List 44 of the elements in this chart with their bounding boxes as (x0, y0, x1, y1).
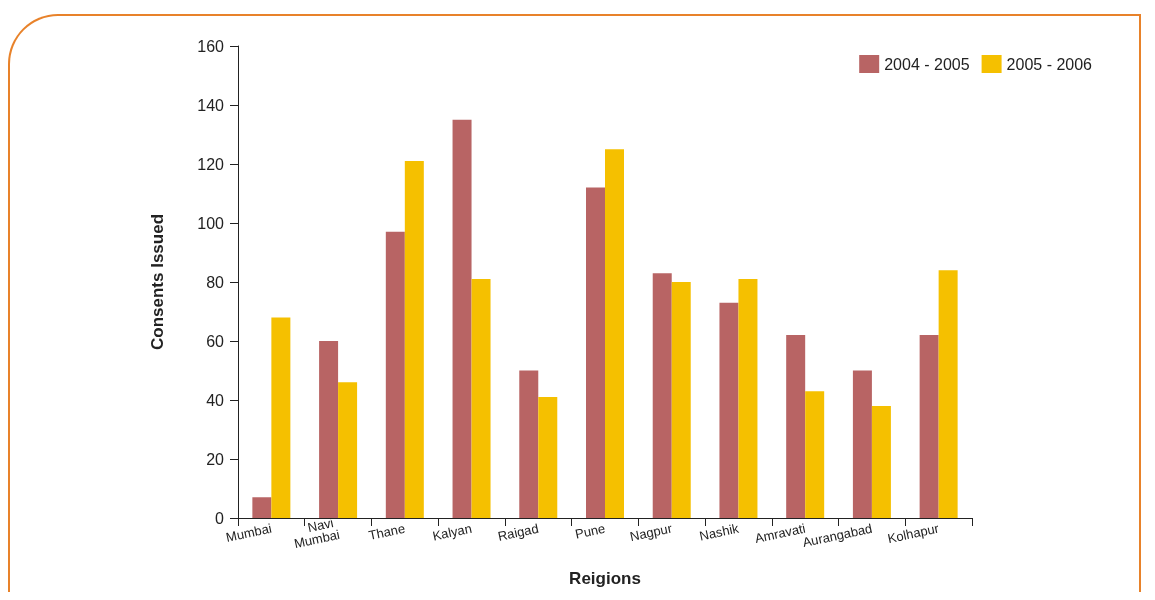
bar (538, 397, 558, 518)
bar (852, 370, 872, 518)
legend-label: 2005 - 2006 (1006, 55, 1093, 73)
bar (385, 231, 405, 518)
y-tick-label: 40 (206, 391, 225, 409)
bar (404, 161, 424, 518)
y-tick-label: 100 (197, 214, 225, 232)
bar (271, 317, 291, 518)
y-axis-title: Consents Issued (148, 213, 167, 351)
bar (919, 335, 939, 518)
x-tick-label: Thane (367, 520, 407, 543)
bar (652, 273, 672, 518)
bar (805, 391, 825, 518)
bar (519, 370, 539, 518)
x-axis-title: Reigions (569, 569, 641, 588)
bar (605, 149, 624, 518)
x-tick-label: Kolhapur (886, 520, 941, 547)
bar (871, 405, 891, 518)
bar (719, 302, 739, 518)
bar (252, 497, 272, 518)
x-tick-label: Nashik (698, 520, 741, 544)
y-tick-label: 80 (206, 273, 225, 291)
legend-label: 2004 - 2005 (884, 55, 970, 73)
bar (471, 279, 491, 518)
bar (319, 341, 339, 518)
y-tick-label: 120 (197, 155, 225, 173)
y-tick-label: 140 (197, 96, 225, 114)
bar (786, 335, 806, 518)
bar (738, 279, 758, 518)
x-tick-label: Raigad (496, 520, 540, 544)
x-tick-label: Nagpur (628, 520, 674, 545)
x-tick-label: Mumbai (224, 520, 274, 545)
y-tick-label: 60 (206, 332, 225, 350)
bar (586, 187, 605, 518)
y-tick-label: 20 (206, 450, 225, 468)
y-tick-label: 160 (197, 37, 225, 55)
x-tick-label: Navi Mumbai (292, 514, 342, 552)
bar (338, 382, 358, 518)
bar (452, 119, 472, 518)
x-tick-label: Kalyan (431, 520, 474, 544)
bar (671, 282, 691, 518)
x-tick-label: Pune (573, 520, 607, 542)
y-tick-label: 0 (215, 509, 225, 527)
bar (938, 270, 958, 518)
